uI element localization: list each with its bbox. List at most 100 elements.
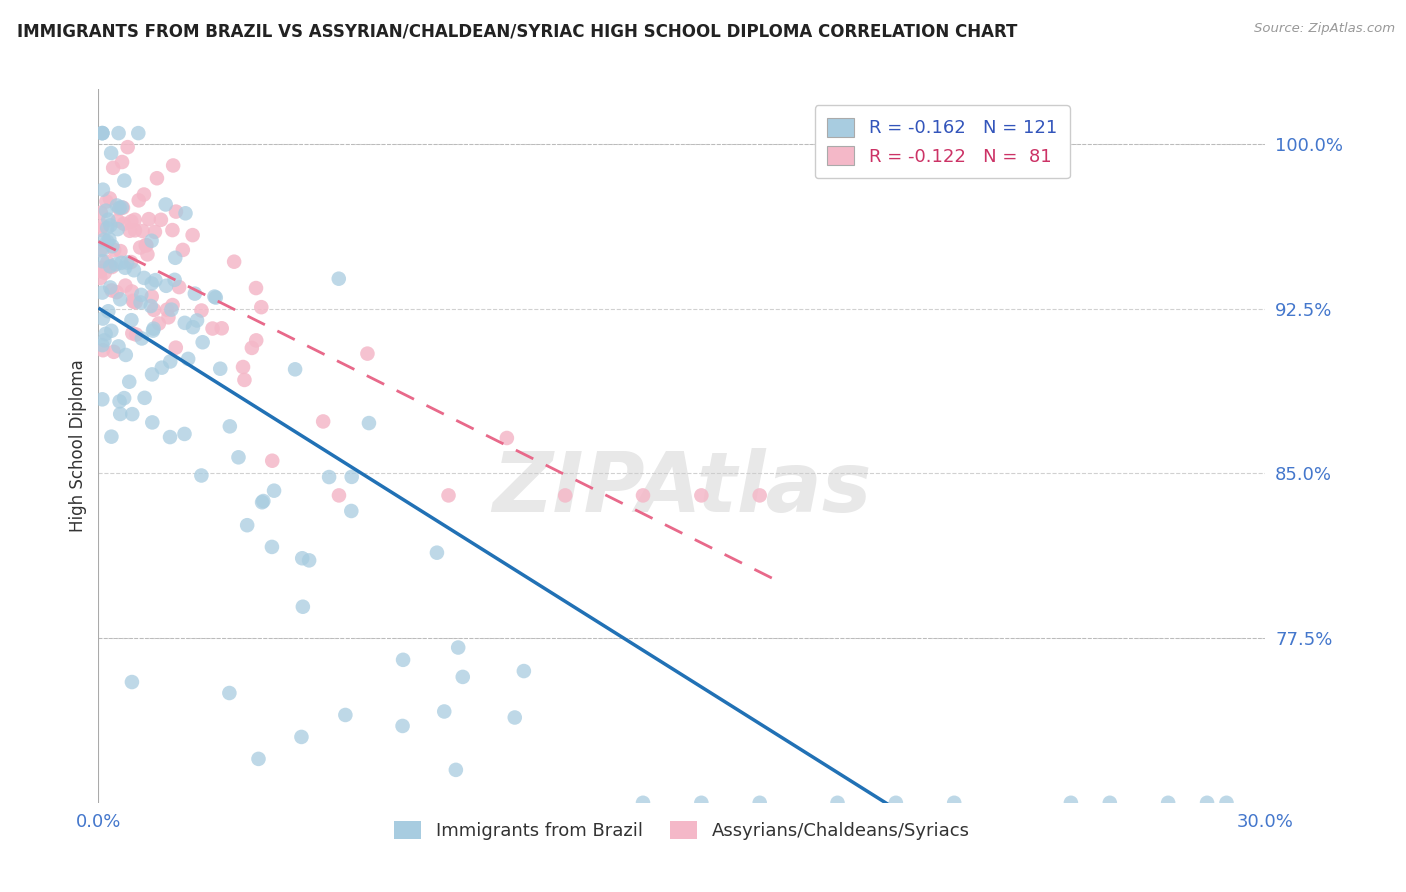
Point [318,470,340,484]
Point [91,219,114,233]
Point [155,278,177,293]
Point [328,271,350,285]
Point [142,324,165,338]
Point [111,201,134,215]
Point [93,334,115,348]
Point [290,730,312,744]
Point [110,244,132,259]
Point [426,546,449,560]
Point [100,430,122,444]
Point [132,187,155,202]
Point [94,203,117,218]
Point [100,146,122,161]
Point [142,321,165,335]
Point [250,300,273,314]
Point [91,254,114,268]
Point [89,271,111,285]
Point [124,212,146,227]
Point [114,348,136,362]
Point [228,450,250,465]
Point [224,254,246,268]
Point [190,303,212,318]
Point [118,375,141,389]
Point [127,126,149,140]
Point [690,796,713,810]
Point [120,313,142,327]
Point [112,173,135,187]
Point [107,339,129,353]
Point [312,414,335,428]
Point [146,171,169,186]
Text: IMMIGRANTS FROM BRAZIL VS ASSYRIAN/CHALDEAN/SYRIAC HIGH SCHOOL DIPLOMA CORRELATI: IMMIGRANTS FROM BRAZIL VS ASSYRIAN/CHALD… [17,22,1018,40]
Point [173,316,195,330]
Point [260,540,283,554]
Point [162,298,184,312]
Point [98,219,121,233]
Point [129,288,152,302]
Point [91,126,114,140]
Legend: Immigrants from Brazil, Assyrians/Chaldeans/Syriacs: Immigrants from Brazil, Assyrians/Chalde… [387,814,977,847]
Point [1098,796,1121,810]
Point [328,488,350,502]
Point [101,239,124,253]
Point [129,295,152,310]
Point [124,295,146,310]
Point [139,299,162,313]
Point [89,223,111,237]
Point [159,354,181,368]
Point [105,198,128,212]
Point [103,243,125,257]
Point [181,228,204,243]
Point [335,708,357,723]
Point [174,206,197,220]
Point [135,238,157,252]
Point [148,317,170,331]
Point [136,247,159,261]
Point [134,391,156,405]
Point [451,670,474,684]
Point [177,351,200,366]
Point [201,321,224,335]
Point [121,675,143,690]
Point [160,302,183,317]
Point [90,205,112,219]
Point [114,278,136,293]
Point [104,257,127,271]
Point [444,763,467,777]
Point [184,286,207,301]
Point [101,161,124,175]
Point [748,488,770,502]
Point [101,260,124,274]
Point [91,243,114,257]
Point [91,392,114,407]
Point [211,321,233,335]
Point [1060,796,1083,810]
Point [447,640,470,655]
Point [250,495,273,509]
Point [107,222,129,236]
Point [98,232,121,246]
Point [141,368,163,382]
Point [135,238,157,252]
Point [98,260,121,274]
Point [110,256,132,270]
Point [111,155,134,169]
Point [98,280,121,294]
Point [115,255,138,269]
Point [131,224,153,238]
Point [356,346,378,360]
Point [89,264,111,278]
Point [117,140,139,154]
Point [291,599,314,614]
Point [91,183,114,197]
Point [120,255,142,269]
Point [156,302,179,317]
Point [165,251,187,265]
Point [163,273,186,287]
Point [141,289,163,303]
Point [631,488,654,502]
Point [191,335,214,350]
Point [496,431,519,445]
Point [218,419,240,434]
Point [100,284,122,298]
